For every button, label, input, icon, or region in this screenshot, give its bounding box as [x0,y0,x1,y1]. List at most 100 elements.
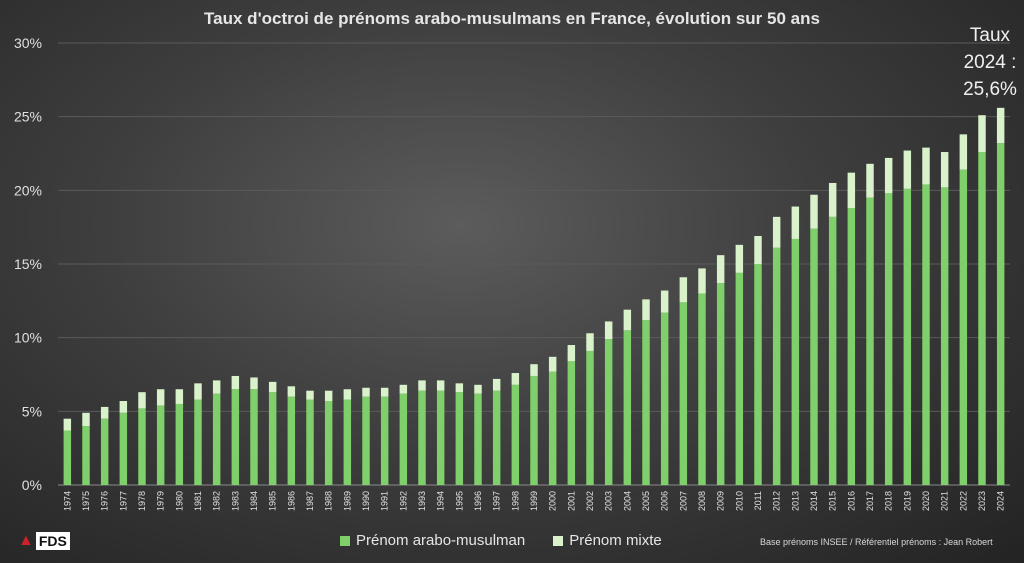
bar-arabo-musulman [754,264,762,485]
x-tick-label: 1990 [361,491,371,511]
x-tick-label: 2019 [902,491,912,511]
x-tick-label: 1976 [100,491,110,511]
bar-arabo-musulman [828,216,837,485]
bar-mixte [362,387,370,397]
bar-mixte [63,418,72,431]
bar-mixte [82,412,90,427]
y-tick-label: 10% [14,330,42,346]
bar-mixte [772,216,781,248]
bar-mixte [791,206,800,239]
bar-mixte [810,194,818,229]
bar-arabo-musulman [287,396,296,485]
bar-mixte [492,378,501,391]
bar-mixte [268,381,277,393]
legend-label: Prénom mixte [569,532,662,549]
x-tick-label: 2012 [772,491,782,511]
x-tick-label: 2009 [716,491,726,511]
x-tick-label: 2018 [884,491,894,511]
y-tick-label: 15% [14,256,42,272]
bar-arabo-musulman [212,393,221,485]
bar-mixte [399,384,408,394]
bar-mixte [922,147,930,185]
bar-arabo-musulman [679,302,688,485]
bar-mixte [212,380,221,394]
bar-arabo-musulman [343,399,352,485]
x-tick-label: 1999 [529,491,539,511]
legend-item-mixte: Prénom mixte [553,532,662,549]
bar-mixte [623,309,632,331]
x-axis: 1974 1975 1976 1977 1978 1979 1980 1981 1982 1983… [62,491,1005,511]
bar-arabo-musulman [940,187,949,486]
bar-arabo-musulman [306,399,314,485]
x-tick-label: 1998 [510,491,520,511]
x-tick-label: 1996 [473,491,483,511]
annotation-2024: Taux 2024 : 25,6% [955,22,1024,103]
x-tick-label: 2021 [940,491,950,511]
bar-mixte [754,236,762,264]
bar-mixte [380,387,389,397]
y-tick-label: 20% [14,182,42,198]
legend-item-arabo-musulman: Prénom arabo-musulman [340,532,525,549]
bar-mixte [735,244,744,273]
bar-arabo-musulman [716,283,725,485]
x-tick-label: 1984 [249,491,259,511]
x-tick-label: 2014 [809,491,819,511]
bar-arabo-musulman [268,392,277,485]
bar-mixte [474,384,482,394]
bar-mixte [642,299,650,320]
annotation-line: Taux [969,25,1011,46]
bar-mixte [996,107,1005,144]
bar-arabo-musulman [698,293,706,485]
x-tick-label: 2000 [548,491,558,511]
bar-mixte [455,383,464,393]
bar-arabo-musulman [604,339,613,485]
x-tick-label: 2008 [697,491,707,511]
bar-arabo-musulman [567,361,576,485]
bar-mixte [156,389,165,406]
bar-arabo-musulman [436,390,445,485]
fds-logo: ▲ FDS [18,532,70,550]
bar-arabo-musulman [530,375,538,485]
bar-mixte [548,356,557,372]
bar-mixte [940,152,949,188]
x-tick-label: 2003 [604,491,614,511]
y-tick-label: 5% [22,403,42,419]
bar-arabo-musulman [884,193,893,485]
x-tick-label: 2024 [996,491,1006,511]
bar-mixte [567,345,576,362]
legend-label: Prénom arabo-musulman [356,532,526,549]
bar-mixte [138,392,146,409]
x-tick-label: 2007 [678,491,688,511]
bar-mixte [287,386,296,397]
bar-mixte [436,380,445,391]
bar-mixte [100,406,109,419]
bar-mixte [530,364,538,376]
bar-mixte [306,390,314,400]
bar-arabo-musulman [810,228,818,485]
x-tick-label: 1997 [492,491,502,511]
annotation-line: 2024 : [963,52,1017,73]
bar-mixte [250,377,258,390]
bar-arabo-musulman [623,330,632,485]
x-tick-label: 2023 [977,491,987,511]
bar-mixte [866,163,874,198]
bar-arabo-musulman [735,272,744,485]
bar-arabo-musulman [903,188,912,486]
x-tick-label: 2017 [865,491,875,511]
x-tick-label: 2006 [660,491,670,511]
bar-arabo-musulman [922,184,930,485]
bar-arabo-musulman [231,389,240,485]
bar-arabo-musulman [548,371,557,485]
bar-arabo-musulman [63,430,72,485]
bar-arabo-musulman [511,384,520,485]
bars [63,107,1005,486]
x-tick-label: 1993 [417,491,427,511]
bar-mixte [324,390,333,402]
x-tick-label: 2010 [734,491,744,511]
bar-arabo-musulman [978,152,986,485]
bar-arabo-musulman [866,197,874,485]
legend: Prénom arabo-musulman Prénom mixte [340,532,662,549]
bar-arabo-musulman [418,390,426,485]
chart-title: Taux d'octroi de prénoms arabo-musulmans… [204,9,820,28]
